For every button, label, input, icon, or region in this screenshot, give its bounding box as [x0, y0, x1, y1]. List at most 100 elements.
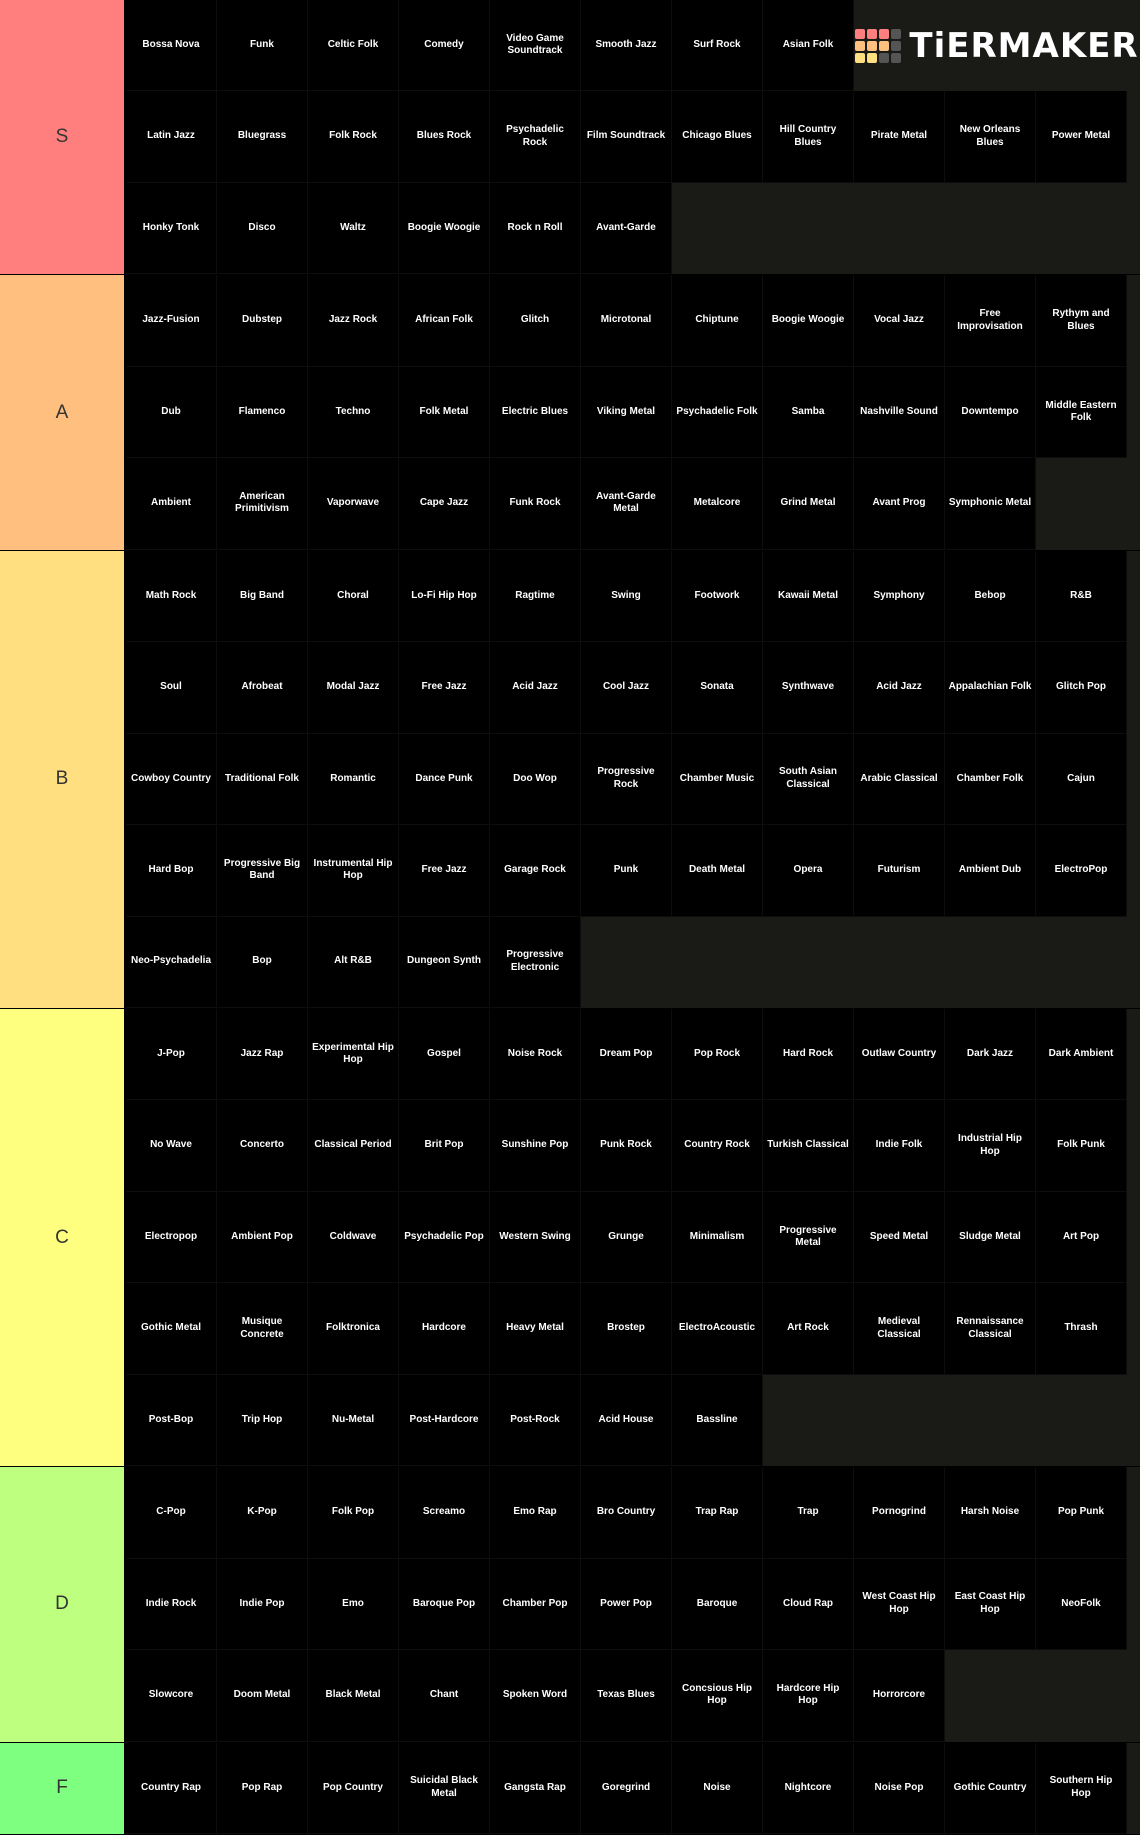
tier-item[interactable]: Viking Metal: [581, 366, 672, 459]
tier-item[interactable]: Classical Period: [308, 1100, 399, 1192]
tier-item[interactable]: Experimental Hip Hop: [308, 1008, 399, 1101]
tier-item[interactable]: Swing: [581, 550, 672, 643]
tier-item[interactable]: Ambient Pop: [217, 1191, 308, 1284]
tier-item[interactable]: American Primitivism: [217, 458, 308, 550]
tier-item[interactable]: Afrobeat: [217, 642, 308, 734]
tier-item[interactable]: Art Rock: [763, 1283, 854, 1375]
tier-item[interactable]: Big Band: [217, 550, 308, 643]
tier-item[interactable]: Samba: [763, 366, 854, 459]
tier-item[interactable]: Indie Rock: [126, 1558, 217, 1651]
tier-item[interactable]: Funk: [217, 0, 308, 92]
tier-item[interactable]: Jazz Rap: [217, 1008, 308, 1101]
tier-item[interactable]: Metalcore: [672, 458, 763, 550]
tier-item[interactable]: Thrash: [1036, 1283, 1127, 1375]
tier-item[interactable]: Harsh Noise: [945, 1467, 1036, 1559]
tier-item[interactable]: Neo-Psychadelia: [126, 916, 217, 1008]
tier-item[interactable]: Suicidal Black Metal: [399, 1742, 490, 1834]
tier-item[interactable]: Appalachian Folk: [945, 642, 1036, 734]
tier-item[interactable]: Punk Rock: [581, 1100, 672, 1192]
tier-item[interactable]: Southern Hip Hop: [1036, 1742, 1127, 1834]
tier-item[interactable]: Bro Country: [581, 1467, 672, 1559]
tier-item[interactable]: Grunge: [581, 1191, 672, 1284]
tier-item[interactable]: Post-Bop: [126, 1374, 217, 1467]
tier-label[interactable]: F: [0, 1742, 126, 1834]
tier-item[interactable]: South Asian Classical: [763, 733, 854, 826]
tier-item[interactable]: Pop Country: [308, 1742, 399, 1834]
tier-item[interactable]: Surf Rock: [672, 0, 763, 92]
tier-item[interactable]: Slowcore: [126, 1650, 217, 1742]
tier-item[interactable]: Trap: [763, 1467, 854, 1559]
tier-item[interactable]: Speed Metal: [854, 1191, 945, 1284]
tier-item[interactable]: ElectroAcoustic: [672, 1283, 763, 1375]
tier-item[interactable]: C-Pop: [126, 1467, 217, 1559]
tier-item[interactable]: Dark Jazz: [945, 1008, 1036, 1101]
tier-item[interactable]: Rock n Roll: [490, 182, 581, 275]
tier-item[interactable]: Smooth Jazz: [581, 0, 672, 92]
tier-item[interactable]: Celtic Folk: [308, 0, 399, 92]
tier-item[interactable]: Concerto: [217, 1100, 308, 1192]
tier-item[interactable]: Western Swing: [490, 1191, 581, 1284]
tier-item[interactable]: Nu-Metal: [308, 1374, 399, 1467]
tier-item[interactable]: Texas Blues: [581, 1650, 672, 1742]
tier-item[interactable]: Futurism: [854, 825, 945, 917]
tier-item[interactable]: Progressive Electronic: [490, 916, 581, 1008]
tier-item[interactable]: J-Pop: [126, 1008, 217, 1101]
tier-item[interactable]: Acid Jazz: [490, 642, 581, 734]
tier-item[interactable]: Minimalism: [672, 1191, 763, 1284]
tier-item[interactable]: Gangsta Rap: [490, 1742, 581, 1834]
tier-item[interactable]: Arabic Classical: [854, 733, 945, 826]
tier-item[interactable]: New Orleans Blues: [945, 91, 1036, 183]
tier-item[interactable]: Alt R&B: [308, 916, 399, 1008]
tier-item[interactable]: Glitch Pop: [1036, 642, 1127, 734]
tier-item[interactable]: Nashville Sound: [854, 366, 945, 459]
tier-item[interactable]: Pop Rock: [672, 1008, 763, 1101]
tier-item[interactable]: No Wave: [126, 1100, 217, 1192]
tier-item[interactable]: Avant-Garde Metal: [581, 458, 672, 550]
tier-item[interactable]: Modal Jazz: [308, 642, 399, 734]
tier-item[interactable]: Progressive Rock: [581, 733, 672, 826]
tier-item[interactable]: Screamo: [399, 1467, 490, 1559]
tier-item[interactable]: Medieval Classical: [854, 1283, 945, 1375]
tier-item[interactable]: Choral: [308, 550, 399, 643]
tier-item[interactable]: Free Improvisation: [945, 275, 1036, 367]
tier-item[interactable]: Horrorcore: [854, 1650, 945, 1742]
tier-item[interactable]: Ambient: [126, 458, 217, 550]
tier-item[interactable]: Acid House: [581, 1374, 672, 1467]
tier-label[interactable]: A: [0, 275, 126, 550]
tier-item[interactable]: Bop: [217, 916, 308, 1008]
tier-item[interactable]: Cajun: [1036, 733, 1127, 826]
tier-item[interactable]: Baroque Pop: [399, 1558, 490, 1651]
tier-item[interactable]: Progressive Metal: [763, 1191, 854, 1284]
tier-item[interactable]: Country Rap: [126, 1742, 217, 1834]
tier-item[interactable]: Pop Punk: [1036, 1467, 1127, 1559]
tier-item[interactable]: Goregrind: [581, 1742, 672, 1834]
tier-item[interactable]: Video Game Soundtrack: [490, 0, 581, 92]
tier-item[interactable]: Sludge Metal: [945, 1191, 1036, 1284]
tier-item[interactable]: Psychadelic Rock: [490, 91, 581, 183]
tier-item[interactable]: Bebop: [945, 550, 1036, 643]
tier-item[interactable]: Death Metal: [672, 825, 763, 917]
tier-item[interactable]: Indie Pop: [217, 1558, 308, 1651]
tier-item[interactable]: Coldwave: [308, 1191, 399, 1284]
tier-item[interactable]: Symphonic Metal: [945, 458, 1036, 550]
tier-item[interactable]: Kawaii Metal: [763, 550, 854, 643]
tier-item[interactable]: Trap Rap: [672, 1467, 763, 1559]
tier-item[interactable]: Chicago Blues: [672, 91, 763, 183]
tier-item[interactable]: Power Metal: [1036, 91, 1127, 183]
tier-item[interactable]: Acid Jazz: [854, 642, 945, 734]
tier-item[interactable]: Funk Rock: [490, 458, 581, 550]
tier-item[interactable]: Avant Prog: [854, 458, 945, 550]
tier-item[interactable]: Baroque: [672, 1558, 763, 1651]
tier-item[interactable]: Pirate Metal: [854, 91, 945, 183]
tier-item[interactable]: Pornogrind: [854, 1467, 945, 1559]
tier-item[interactable]: Disco: [217, 182, 308, 275]
tier-item[interactable]: Noise: [672, 1742, 763, 1834]
tier-item[interactable]: Hard Bop: [126, 825, 217, 917]
tier-item[interactable]: Honky Tonk: [126, 182, 217, 275]
tier-item[interactable]: Sonata: [672, 642, 763, 734]
tier-item[interactable]: Jazz Rock: [308, 275, 399, 367]
tier-item[interactable]: Chamber Folk: [945, 733, 1036, 826]
tier-item[interactable]: East Coast Hip Hop: [945, 1558, 1036, 1651]
tier-item[interactable]: Punk: [581, 825, 672, 917]
tier-item[interactable]: Electropop: [126, 1191, 217, 1284]
